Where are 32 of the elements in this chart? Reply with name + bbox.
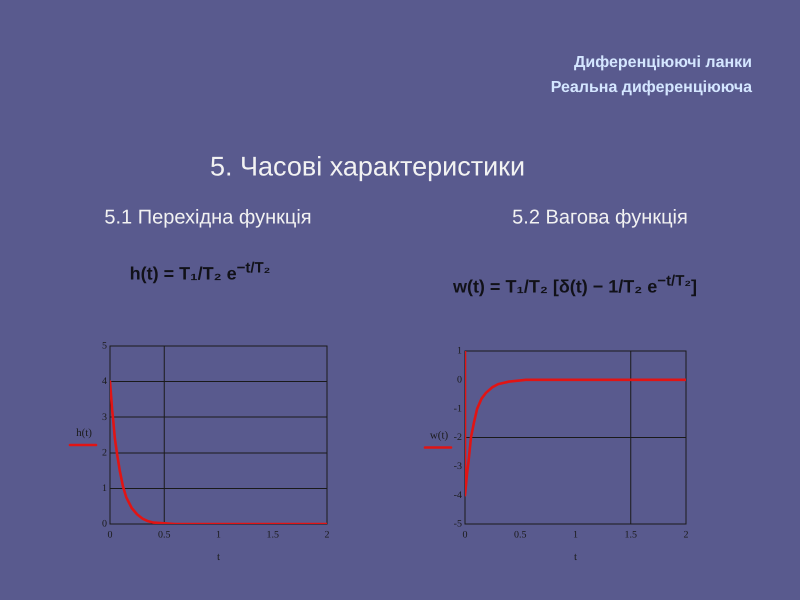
y-tick-label: -1	[454, 403, 462, 414]
text: 5. Часові характеристики	[210, 152, 526, 182]
y-axis-title: h(t)	[76, 426, 92, 439]
x-axis-title: t	[216, 550, 220, 563]
y-tick-label: -4	[454, 490, 462, 501]
chart-subtitle: w(t) = T₁/T₂ [δ(t) − 1/T₂ e$^{−t/T₂}$]	[452, 272, 698, 298]
x-tick-label: 1.5	[266, 530, 279, 541]
y-tick-label: -5	[454, 518, 462, 530]
y-tick-label: 0	[457, 374, 462, 386]
x-tick-label: 2	[684, 530, 688, 541]
y-tick-label: 4	[102, 376, 107, 388]
x-tick-label: 0.5	[514, 530, 526, 541]
y-tick-label: 0	[102, 518, 107, 530]
y-tick-label: 1	[457, 346, 462, 357]
text: Диференціюючі ланки	[572, 53, 752, 73]
x-tick-label: 2	[324, 530, 330, 541]
y-tick-label: 3	[102, 412, 107, 423]
x-tick-label: 1	[573, 530, 578, 541]
x-tick-label: 1	[216, 530, 221, 541]
y-tick-label: 1	[102, 483, 107, 494]
x-tick-label: 0.5	[158, 530, 170, 541]
text: Реальна диференціююча	[550, 78, 752, 98]
y-tick-label: 2	[102, 447, 107, 458]
chart-title: 5.2 Вагова функція	[512, 206, 688, 230]
chart-subtitle: h(t) = T₁/T₂ e$^{−t/T₂}$	[130, 260, 270, 284]
x-tick-label: 1.5	[624, 530, 637, 541]
y-tick-label: -3	[454, 460, 462, 472]
chart-title: 5.1 Перехідна функція	[104, 206, 312, 230]
y-axis-title: w(t)	[430, 429, 448, 442]
y-tick-label: -2	[454, 432, 462, 444]
y-tick-label: 5	[102, 340, 107, 352]
x-axis-title: t	[574, 550, 578, 563]
